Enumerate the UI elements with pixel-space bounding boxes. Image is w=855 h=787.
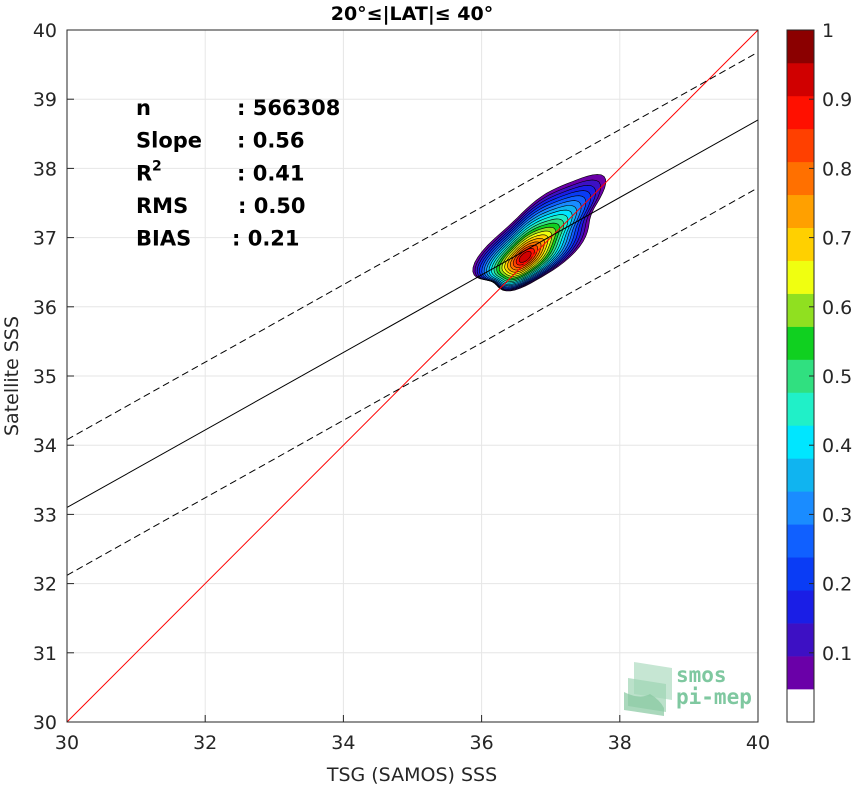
stat-label: n — [136, 96, 151, 120]
colorbar-segment — [787, 557, 814, 591]
colorbar-tick-label: 1 — [822, 20, 834, 42]
colorbar-segment — [787, 524, 814, 558]
stat-value: : 0.50 — [238, 194, 306, 218]
logo-emblem-icon — [624, 662, 672, 716]
y-tick-label: 40 — [33, 20, 57, 42]
chart-title: 20°≤|LAT|≤ 40° — [331, 3, 494, 25]
density-contours — [472, 174, 607, 292]
colorbar-segment — [787, 161, 814, 196]
colorbar-tick-label: 0.8 — [822, 158, 852, 180]
y-tick-label: 39 — [33, 89, 57, 111]
colorbar-segment — [787, 425, 814, 459]
y-tick-label: 33 — [33, 504, 57, 526]
colorbar-segment — [787, 623, 814, 657]
contour-level — [518, 250, 532, 263]
y-axis-label: Satellite SSS — [1, 316, 23, 436]
y-tick-label: 36 — [33, 297, 57, 319]
colorbar-tick-label: 0.2 — [822, 574, 852, 596]
colorbar-segment — [787, 656, 814, 690]
colorbar-tick-label: 0.4 — [822, 435, 852, 457]
y-tick-label: 38 — [33, 158, 57, 180]
fit-line — [67, 119, 758, 508]
lower-bound-line — [67, 187, 758, 576]
stat-value: : 0.41 — [237, 162, 305, 186]
colorbar-segment — [787, 30, 814, 64]
axis-ticks: 30 32 34 36 38 40 30 31 32 33 34 35 36 37 38 39 40 — [33, 20, 770, 754]
colorbar-tick-label: 0.6 — [822, 297, 852, 319]
stat-label: BIAS — [136, 227, 191, 251]
logo-text-pi-mep: pi-mep — [676, 685, 752, 709]
colorbar-segment — [787, 392, 814, 426]
x-tick-label: 30 — [55, 732, 79, 754]
upper-bound-line — [67, 51, 758, 441]
smos-pi-mep-logo: smos pi-mep — [624, 662, 752, 716]
colorbar-segment — [787, 326, 814, 360]
colorbar-segment — [787, 128, 814, 163]
stat-label: RMS — [136, 194, 188, 218]
colorbar-segment — [787, 227, 814, 261]
colorbar-segment — [787, 293, 814, 327]
y-tick-label: 30 — [33, 712, 57, 734]
x-tick-label: 38 — [608, 732, 632, 754]
colorbar-tick-label: 0.9 — [822, 89, 852, 111]
stats-box: n : 566308 Slope : 0.56 R 2 : 0.41 RMS : 0.50 BIA… — [136, 96, 340, 251]
colorbar-tick-label: 0.5 — [822, 366, 852, 388]
colorbar-segment — [787, 194, 814, 229]
identity-line — [67, 30, 758, 722]
x-tick-label: 32 — [193, 732, 217, 754]
stat-value: : 0.21 — [232, 227, 300, 251]
colorbar-tick-label: 0.7 — [822, 228, 852, 250]
y-tick-label: 35 — [33, 366, 57, 388]
y-tick-label: 31 — [33, 643, 57, 665]
regression-lines — [67, 30, 758, 722]
y-tick-label: 37 — [33, 228, 57, 250]
colorbar-tick-label: 0.3 — [822, 504, 852, 526]
colorbar-segment — [787, 95, 814, 130]
stat-value: : 566308 — [237, 96, 340, 120]
colorbar-segment — [787, 62, 814, 97]
colorbar-segment — [787, 689, 814, 723]
colorbar-segment — [787, 590, 814, 624]
x-tick-label: 40 — [746, 732, 770, 754]
y-tick-label: 32 — [33, 574, 57, 596]
colorbar: 0.1 0.2 0.3 0.4 0.5 0.6 0.7 0.8 0.9 1 — [786, 20, 852, 723]
x-axis-label: TSG (SAMOS) SSS — [326, 764, 497, 786]
colorbar-tick-label: 0.1 — [822, 643, 852, 665]
stat-value: : 0.56 — [237, 129, 305, 153]
stat-superscript: 2 — [152, 159, 162, 175]
stat-label: Slope — [136, 129, 202, 153]
x-tick-label: 34 — [331, 732, 355, 754]
colorbar-segment — [787, 491, 814, 525]
y-tick-label: 34 — [33, 435, 57, 457]
colorbar-segment — [787, 260, 814, 294]
stat-label: R — [136, 162, 152, 186]
logo-text-smos: smos — [676, 663, 727, 687]
colorbar-segment — [787, 458, 814, 492]
x-tick-label: 36 — [470, 732, 494, 754]
